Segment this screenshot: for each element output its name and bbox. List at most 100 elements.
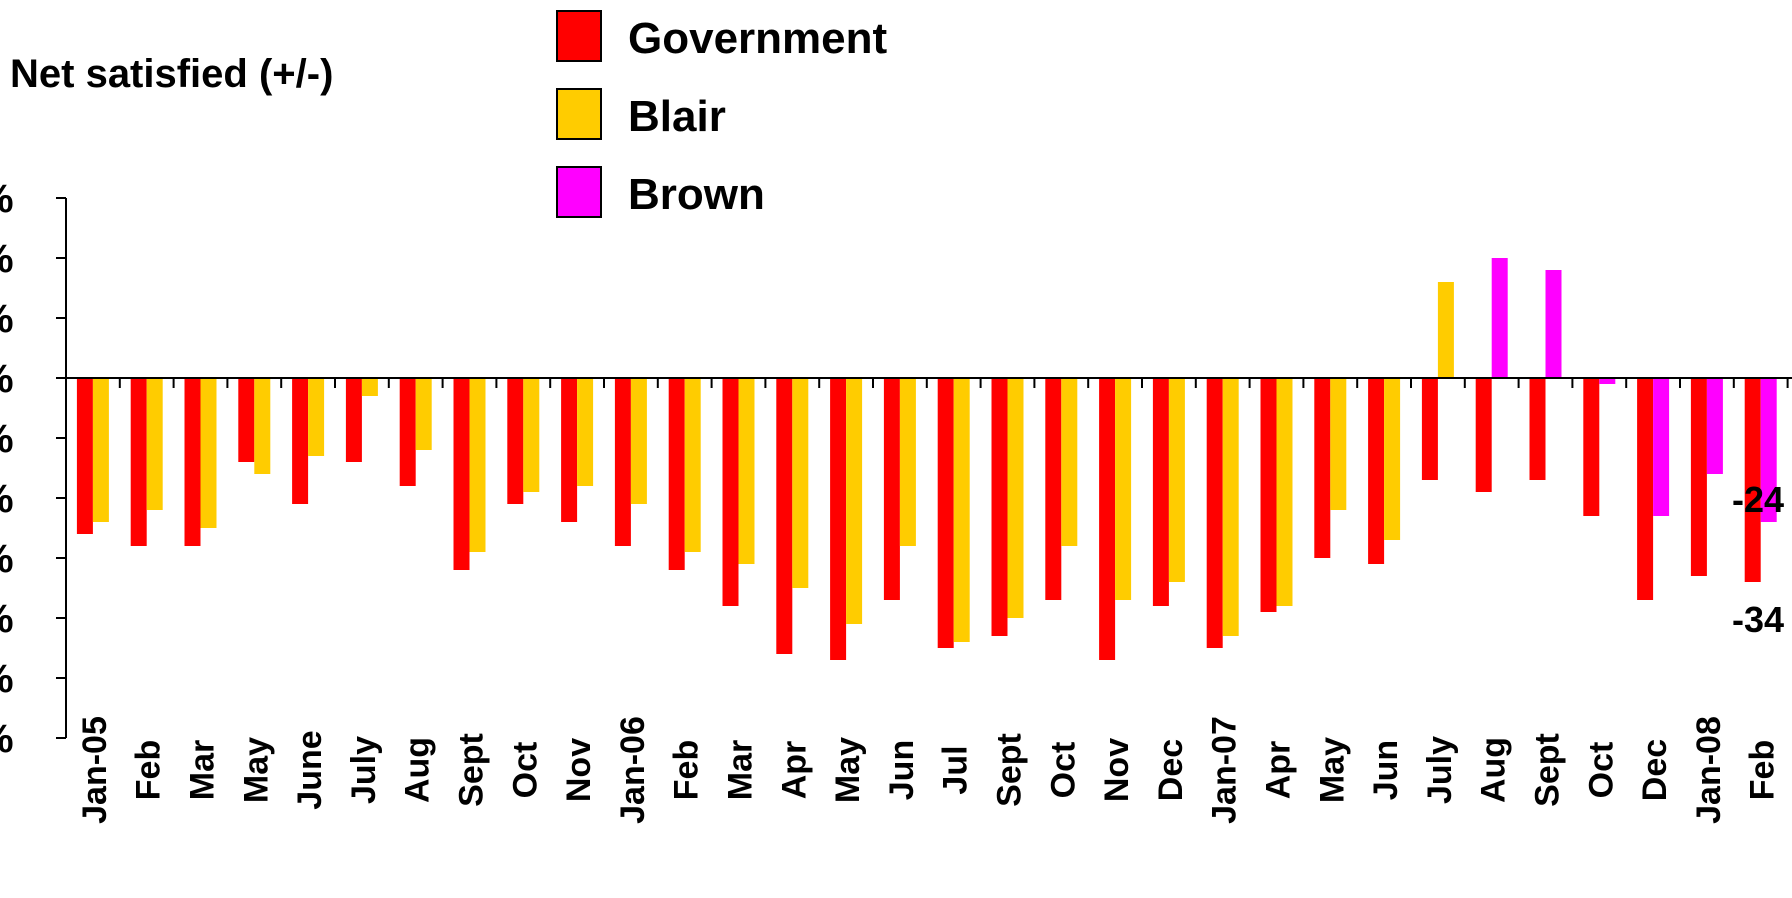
bar-government <box>1368 378 1385 564</box>
y-tick-label: % <box>0 597 14 641</box>
x-tick-label: Mar <box>184 740 222 800</box>
bar-brown <box>1491 258 1508 378</box>
bar-government <box>722 378 739 606</box>
bar-blair <box>577 378 594 486</box>
x-axis: Jan-05 Feb Mar May June July Aug Sept Oct Nov Jan-… <box>66 377 1792 824</box>
bar-government <box>1099 378 1116 660</box>
x-tick-label: Jan-08 <box>1690 716 1728 824</box>
x-tick-label: Feb <box>1744 740 1782 800</box>
bar-blair <box>846 378 863 624</box>
bar-government <box>1744 378 1761 582</box>
bar-government <box>1421 378 1438 480</box>
y-tick-label: % <box>0 717 14 761</box>
annotation-label: -24 <box>1732 479 1784 520</box>
legend-label-blair: Blair <box>628 92 726 141</box>
x-tick-label: Aug <box>399 737 437 803</box>
bar-blair <box>92 378 109 522</box>
x-tick-label: Jan-06 <box>614 716 652 824</box>
bar-government <box>1529 378 1546 480</box>
bar-blair <box>523 378 540 492</box>
x-tick-label: Jul <box>937 745 975 794</box>
y-tick-label: % <box>0 477 14 521</box>
bar-blair <box>1115 378 1132 600</box>
x-tick-label: Sept <box>1529 733 1567 807</box>
legend-swatch-government <box>556 10 602 62</box>
x-tick-label: Jan-07 <box>1206 716 1244 824</box>
y-tick-label: % <box>0 537 14 581</box>
bar-government <box>76 378 93 534</box>
legend-swatch-brown <box>556 166 602 218</box>
bar-blair <box>953 378 970 642</box>
annotations: -24 -34 <box>1732 479 1784 640</box>
bar-government <box>184 378 201 546</box>
bar-government <box>614 378 631 546</box>
x-tick-label: June <box>291 730 329 809</box>
x-tick-label: July <box>1421 736 1459 804</box>
bar-blair <box>1330 378 1347 510</box>
y-tick-label: % <box>0 657 14 701</box>
bar-blair <box>1222 378 1239 636</box>
bar-blair <box>1437 282 1454 378</box>
y-tick-label: % <box>0 237 14 281</box>
bar-blair <box>415 378 432 450</box>
x-tick-label: Jun <box>883 740 921 800</box>
bar-blair <box>630 378 647 504</box>
legend-label-brown: Brown <box>628 170 765 219</box>
x-tick-label: Apr <box>1260 741 1298 800</box>
x-tick-label: Jan-05 <box>76 716 114 824</box>
x-tick-label: May <box>829 737 867 803</box>
bar-government <box>1690 378 1707 576</box>
bar-government <box>883 378 900 600</box>
x-tick-label: Apr <box>775 741 813 800</box>
x-tick-label: Dec <box>1152 739 1190 801</box>
bar-brown <box>1760 378 1777 522</box>
bar-government <box>1475 378 1492 492</box>
bar-government <box>345 378 362 462</box>
x-tick-label: Oct <box>1044 742 1082 799</box>
bar-brown <box>1599 378 1616 384</box>
y-tick-label: % <box>0 357 14 401</box>
bar-blair <box>308 378 325 456</box>
bar-blair <box>1276 378 1293 606</box>
y-tick-label: % <box>0 297 14 341</box>
x-tick-label: Sept <box>453 733 491 807</box>
bar-blair <box>200 378 217 528</box>
bar-government <box>399 378 416 486</box>
bar-blair <box>146 378 163 510</box>
bar-government <box>1260 378 1277 612</box>
bar-government <box>937 378 954 648</box>
bar-government <box>292 378 309 504</box>
bar-government <box>507 378 524 504</box>
y-axis-title: Net satisfied (+/-) <box>10 52 334 96</box>
bar-brown <box>1706 378 1723 474</box>
x-tick-label: Nov <box>1098 738 1136 802</box>
bar-blair <box>1061 378 1078 546</box>
x-tick-label: Jun <box>1367 740 1405 800</box>
bar-blair <box>1384 378 1401 540</box>
y-axis: %%%%%%%%%% <box>0 177 67 761</box>
bar-government <box>991 378 1008 636</box>
bar-government <box>776 378 793 654</box>
annotation-label: -34 <box>1732 599 1784 640</box>
x-tick-label: Sept <box>991 733 1029 807</box>
x-tick-label: Oct <box>1582 742 1620 799</box>
bar-blair <box>254 378 271 474</box>
bar-government <box>1152 378 1169 606</box>
bar-blair <box>1007 378 1024 618</box>
bar-government <box>453 378 470 570</box>
bar-government <box>561 378 578 522</box>
bar-government <box>1583 378 1600 516</box>
bar-brown <box>1545 270 1562 378</box>
bar-blair <box>792 378 809 588</box>
x-tick-label: Aug <box>1475 737 1513 803</box>
x-tick-label: Nov <box>560 738 598 802</box>
bar-government <box>1314 378 1331 558</box>
y-tick-label: % <box>0 177 14 221</box>
bars <box>76 258 1777 660</box>
bar-blair <box>361 378 378 396</box>
x-tick-label: Dec <box>1636 739 1674 801</box>
legend-swatch-blair <box>556 88 602 140</box>
x-tick-label: Oct <box>506 742 544 799</box>
bar-blair <box>899 378 916 546</box>
